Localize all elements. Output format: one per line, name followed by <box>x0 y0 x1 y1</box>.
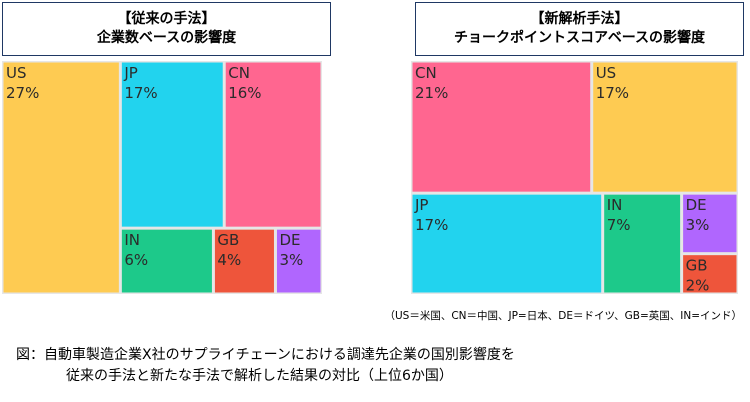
right-title-line1: 【新解析手法】 <box>530 11 629 27</box>
right-tile-cn: CN 21% <box>412 62 591 192</box>
figure-caption-line2: 従来の手法と新たな手法で解析した結果の対比（上位6か国） <box>66 368 453 384</box>
right-tile-value-us: 17% <box>596 84 629 102</box>
right-tile-value-cn: 21% <box>415 84 448 102</box>
figure-caption-line1: 図：自動車製造企業X社のサプライチェーンにおける調達先企業の国別影響度を <box>16 347 515 363</box>
left-tile-value-cn: 16% <box>228 84 261 102</box>
left-tile-label-in: IN <box>124 231 140 249</box>
left-tile-us: US 27% <box>3 62 119 293</box>
right-tile-value-in: 7% <box>607 216 631 234</box>
right-tile-value-gb: 2% <box>686 277 710 294</box>
left-tile-label-cn: CN <box>228 64 250 82</box>
left-tile-rect-jp <box>121 62 223 227</box>
left-tile-value-de: 3% <box>279 251 303 269</box>
left-tile-rect-us <box>3 62 119 293</box>
left-title-line2: 企業数ベースの影響度 <box>96 30 237 46</box>
left-tile-label-de: DE <box>279 231 300 249</box>
left-tile-label-us: US <box>6 64 27 82</box>
right-tile-rect-jp <box>412 194 602 293</box>
right-tile-us: US 17% <box>593 62 737 192</box>
left-tile-value-in: 6% <box>124 251 148 269</box>
right-tile-value-de: 3% <box>686 216 710 234</box>
right-tile-rect-gb <box>683 255 737 293</box>
right-tile-in: IN 7% <box>604 194 681 293</box>
left-tile-value-us: 27% <box>6 84 39 102</box>
left-treemap-svg: US 27% JP 17% CN 16% IN 6% GB 4% DE 3% <box>3 62 321 293</box>
right-chart-title: 【新解析手法】 チョークポイントスコアベースの影響度 <box>415 2 744 56</box>
left-treemap: US 27% JP 17% CN 16% IN 6% GB 4% DE 3% <box>2 61 322 294</box>
left-tile-cn: CN 16% <box>225 62 321 227</box>
left-tile-label-gb: GB <box>217 231 239 249</box>
left-title-line1: 【従来の手法】 <box>117 11 216 27</box>
right-tile-label-us: US <box>596 64 617 82</box>
right-treemap: CN 21% US 17% JP 17% IN 7% DE 3% GB 2% <box>411 61 738 294</box>
right-tile-label-cn: CN <box>415 64 437 82</box>
right-tile-jp: JP 17% <box>412 194 602 293</box>
right-tile-rect-us <box>593 62 737 192</box>
left-chart-title: 【従来の手法】 企業数ベースの影響度 <box>2 2 331 56</box>
right-treemap-svg: CN 21% US 17% JP 17% IN 7% DE 3% GB 2% <box>412 62 737 294</box>
right-title-line2: チョークポイントスコアベースの影響度 <box>453 30 706 46</box>
left-tile-value-jp: 17% <box>124 84 157 102</box>
right-tile-label-in: IN <box>607 196 623 214</box>
left-tile-label-jp: JP <box>123 64 137 82</box>
right-tile-label-jp: JP <box>414 196 428 214</box>
right-tile-rect-de <box>683 194 737 253</box>
left-tile-jp: JP 17% <box>121 62 223 227</box>
left-tile-value-gb: 4% <box>217 251 241 269</box>
right-tile-label-de: DE <box>686 196 707 214</box>
left-tile-in: IN 6% <box>121 229 212 293</box>
right-tile-rect-cn <box>412 62 591 192</box>
left-tile-rect-de <box>276 229 321 293</box>
right-tile-de: DE 3% <box>683 194 737 253</box>
right-tile-label-gb: GB <box>686 257 708 275</box>
left-tile-rect-cn <box>225 62 321 227</box>
right-tile-gb: GB 2% <box>683 255 737 294</box>
left-tile-de: DE 3% <box>276 229 321 293</box>
legend-note: （US＝米国、CN＝中国、JP=日本、DE＝ドイツ、GB=英国、IN=インド） <box>384 310 742 322</box>
right-tile-rect-in <box>604 194 681 293</box>
left-tile-gb: GB 4% <box>214 229 274 293</box>
left-tile-rect-gb <box>214 229 274 293</box>
left-tile-rect-in <box>121 229 212 293</box>
right-tile-value-jp: 17% <box>415 216 448 234</box>
